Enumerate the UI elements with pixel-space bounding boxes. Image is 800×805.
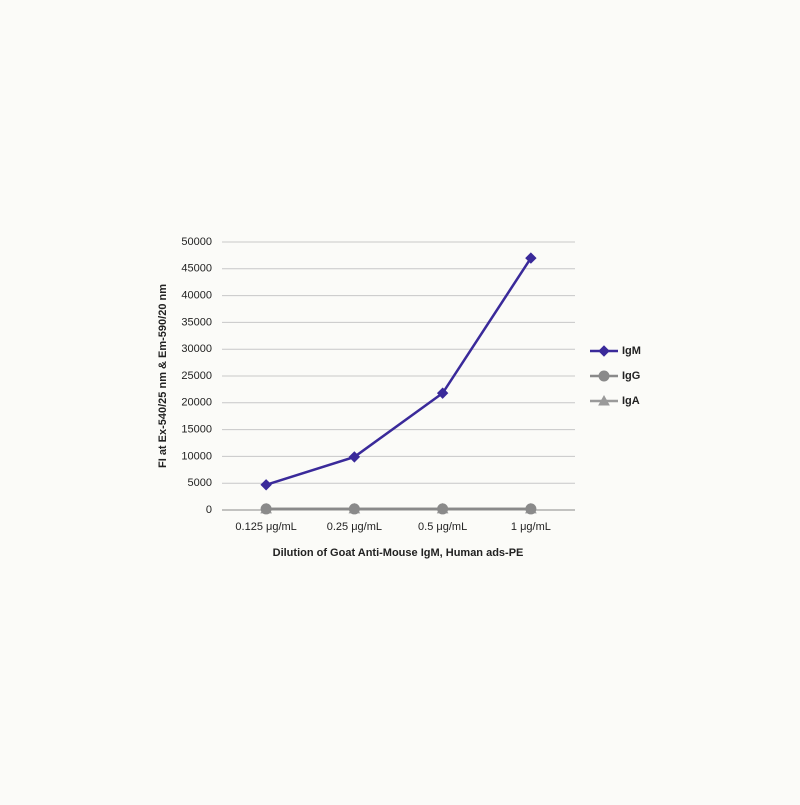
y-tick-label: 5000	[188, 477, 212, 489]
y-tick-label: 10000	[181, 450, 212, 462]
series-line	[265, 257, 532, 486]
data-point	[348, 503, 360, 515]
y-tick-label: 50000	[181, 236, 212, 248]
x-tick-label: 0.25 μg/mL	[327, 521, 382, 533]
x-tick-label: 1 μg/mL	[511, 521, 551, 533]
x-tick-label: 0.125 μg/mL	[235, 521, 296, 533]
legend-marker	[598, 345, 610, 357]
y-tick-label: 30000	[181, 343, 212, 355]
legend-marker	[598, 394, 610, 406]
y-tick-label: 35000	[181, 316, 212, 328]
data-point	[525, 503, 537, 515]
y-tick-label: 15000	[181, 424, 212, 436]
legend-label: IgG	[622, 370, 640, 382]
legend-label: IgM	[622, 345, 641, 357]
data-point	[260, 503, 272, 515]
x-axis-label: Dilution of Goat Anti-Mouse IgM, Human a…	[273, 547, 524, 559]
y-tick-label: 0	[206, 504, 212, 516]
data-point	[348, 451, 361, 463]
data-point	[436, 387, 449, 399]
data-point	[437, 503, 449, 515]
y-tick-label: 40000	[181, 290, 212, 302]
legend-marker	[598, 370, 610, 382]
y-axis-label: FI at Ex-540/25 nm & Em-590/20 nm	[157, 284, 169, 468]
y-tick-label: 25000	[181, 370, 212, 382]
data-point	[525, 252, 537, 264]
legend-label: IgA	[622, 395, 640, 407]
data-point	[260, 479, 272, 491]
y-tick-label: 45000	[181, 263, 212, 275]
x-tick-label: 0.5 μg/mL	[418, 521, 467, 533]
y-tick-label: 20000	[181, 397, 212, 409]
